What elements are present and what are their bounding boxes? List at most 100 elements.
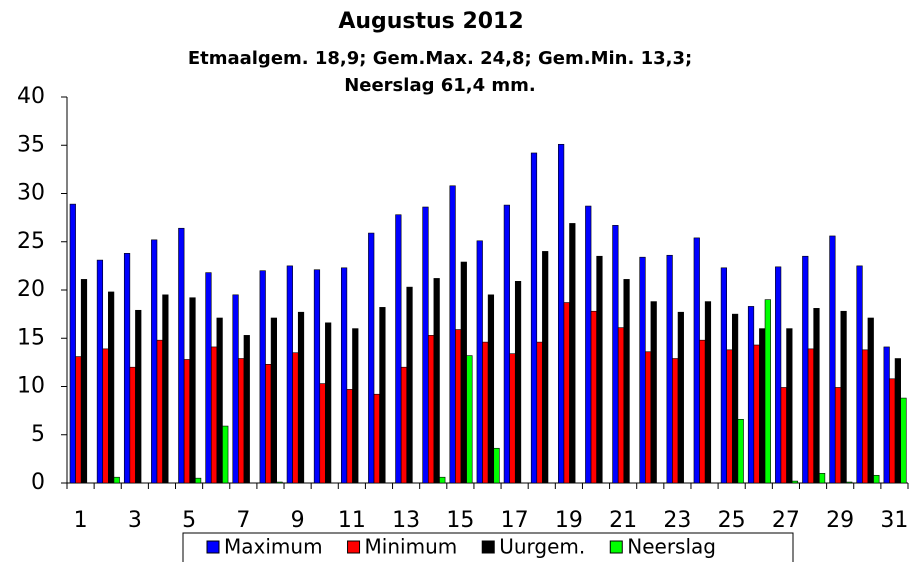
y-tick-label: 20	[17, 277, 45, 302]
bar	[802, 255, 809, 484]
bar	[232, 294, 239, 484]
bar	[129, 366, 136, 484]
bar	[737, 419, 744, 484]
bar	[894, 358, 901, 484]
bar	[623, 279, 630, 484]
bar	[265, 364, 272, 484]
bar	[856, 265, 863, 484]
legend-swatch	[481, 540, 495, 554]
bar	[222, 425, 229, 484]
bar	[238, 358, 245, 484]
bar	[900, 397, 907, 484]
bar	[108, 291, 115, 484]
bar	[493, 447, 500, 484]
bar	[677, 311, 684, 484]
legend-swatch	[609, 540, 623, 554]
y-tick-label: 40	[17, 84, 45, 109]
bar	[509, 353, 516, 484]
x-tick-label: 15	[446, 508, 474, 533]
bar	[753, 344, 760, 484]
bar	[558, 143, 565, 484]
y-tick-label: 0	[31, 470, 45, 495]
bar	[243, 335, 250, 484]
bar	[807, 348, 814, 484]
bar	[514, 281, 522, 484]
legend-label: Uurgem.	[499, 535, 585, 559]
bar	[297, 311, 305, 484]
legend-swatch	[347, 540, 361, 554]
bar	[889, 378, 896, 484]
bar	[449, 185, 456, 484]
y-tick-label: 10	[17, 374, 45, 399]
bar	[883, 346, 890, 484]
bar	[775, 266, 782, 484]
bar	[460, 261, 467, 484]
legend-label: Maximum	[224, 535, 323, 559]
bar	[276, 481, 283, 484]
bar	[645, 351, 652, 484]
legend-swatch	[206, 540, 220, 554]
bar	[704, 301, 712, 484]
y-tick-label: 30	[17, 181, 45, 206]
bar	[455, 329, 462, 484]
bar	[373, 393, 380, 484]
bar	[699, 339, 706, 484]
bar	[178, 227, 185, 484]
chart-subtitle: Etmaalgem. 18,9; Gem.Max. 24,8; Gem.Min.…	[188, 48, 692, 69]
bar	[569, 223, 576, 484]
y-tick-label: 5	[31, 422, 45, 447]
chart-title: Augustus 2012	[338, 9, 523, 34]
bar	[731, 313, 739, 484]
bar	[183, 359, 191, 484]
x-tick-label: 19	[555, 508, 583, 533]
bar	[189, 297, 196, 484]
x-tick-label: 1	[74, 508, 88, 533]
bar	[313, 269, 321, 484]
x-tick-label: 3	[128, 508, 142, 533]
x-tick-label: 17	[501, 508, 529, 533]
bar	[482, 341, 489, 484]
bar	[617, 327, 625, 484]
bar	[422, 206, 429, 484]
x-tick-label: 7	[236, 508, 250, 533]
bar	[379, 307, 386, 484]
bar	[693, 237, 700, 484]
bar	[530, 152, 538, 484]
legend-label: Neerslag	[627, 535, 716, 559]
x-tick-label: 25	[718, 508, 746, 533]
bar	[503, 204, 510, 484]
bar	[846, 481, 853, 484]
bar	[563, 302, 570, 484]
bar	[210, 346, 218, 484]
bar	[113, 476, 120, 484]
bar	[270, 317, 278, 484]
bar	[813, 308, 820, 484]
bar	[585, 205, 592, 484]
x-tick-label: 11	[338, 508, 366, 533]
bar	[840, 310, 847, 484]
bar	[786, 328, 793, 484]
bar	[292, 352, 299, 484]
bar	[834, 387, 842, 484]
bar	[433, 278, 440, 484]
bar	[672, 358, 679, 484]
bar	[726, 349, 733, 484]
bar	[439, 476, 446, 484]
bar	[590, 310, 597, 484]
bar	[862, 349, 869, 484]
bar	[325, 322, 332, 484]
bar	[720, 267, 727, 484]
bar	[873, 474, 880, 484]
bar	[75, 356, 82, 484]
bar	[818, 473, 826, 484]
bar	[759, 328, 766, 484]
bar	[666, 254, 673, 484]
x-tick-label: 5	[182, 508, 196, 533]
y-tick-label: 25	[17, 229, 45, 254]
bar	[96, 259, 104, 484]
bar	[650, 301, 657, 484]
bar	[205, 272, 212, 484]
bar	[536, 341, 543, 484]
bar	[427, 335, 435, 484]
